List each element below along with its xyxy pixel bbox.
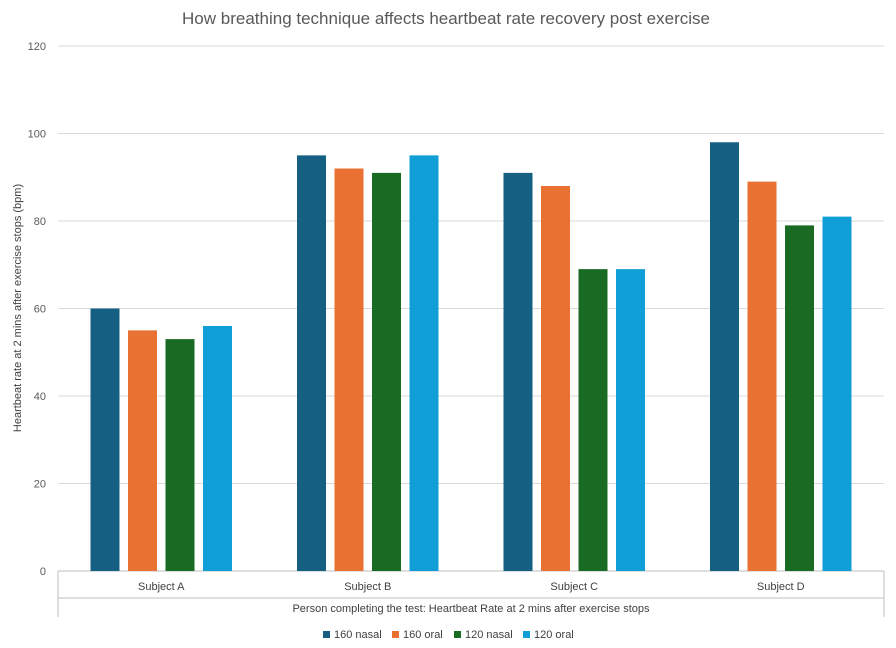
chart-title: How breathing technique affects heartbea…: [182, 9, 710, 28]
bar: [747, 181, 777, 571]
y-axis-title: Heartbeat rate at 2 mins after exercise …: [12, 184, 24, 432]
bar: [578, 269, 608, 571]
x-tick-label: Subject A: [138, 581, 185, 593]
legend-label: 160 oral: [403, 629, 443, 641]
x-tick-label: Subject C: [550, 581, 598, 593]
x-tick-label: Subject B: [344, 581, 391, 593]
legend-swatch: [523, 631, 530, 638]
y-axis-ticks: 0 20 40 60 80 100 120: [28, 41, 46, 578]
legend-swatch: [454, 631, 461, 638]
gridlines: [58, 45, 884, 572]
legend-label: 120 nasal: [465, 629, 513, 641]
bar: [334, 168, 364, 571]
bar: [165, 339, 195, 571]
bar: [710, 142, 739, 571]
y-tick-label: 20: [34, 479, 46, 491]
bar: [616, 269, 645, 571]
y-tick-label: 0: [40, 566, 46, 578]
bar: [128, 330, 157, 571]
y-tick-label: 100: [28, 129, 46, 141]
legend: 160 nasal 160 oral 120 nasal 120 oral: [323, 629, 574, 641]
legend-label: 120 oral: [534, 629, 574, 641]
bar: [503, 172, 533, 571]
x-axis-labels: Subject A Subject B Subject C Subject D: [138, 581, 805, 593]
bar: [203, 326, 232, 571]
y-tick-label: 40: [34, 391, 46, 403]
y-tick-label: 80: [34, 216, 46, 228]
x-axis-title: Person completing the test: Heartbeat Ra…: [292, 603, 650, 615]
bar: [785, 225, 814, 571]
legend-swatch: [392, 631, 399, 638]
x-tick-label: Subject D: [757, 581, 805, 593]
bar: [90, 308, 120, 571]
bar: [409, 155, 439, 571]
x-axis-frame: [57, 571, 885, 617]
bar: [372, 172, 401, 571]
legend-swatch: [323, 631, 330, 638]
y-tick-label: 120: [28, 41, 46, 53]
legend-label: 160 nasal: [334, 629, 382, 641]
y-tick-label: 60: [34, 304, 46, 316]
bar: [822, 216, 852, 571]
bars: [90, 142, 852, 571]
bar: [541, 186, 570, 571]
bar: [297, 155, 326, 571]
